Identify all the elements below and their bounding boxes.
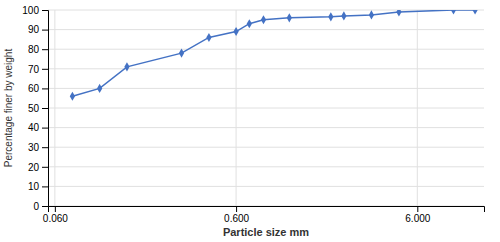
axis-line <box>42 11 49 207</box>
tick-label: 0 <box>33 201 39 212</box>
tick: 20 <box>28 162 48 173</box>
point <box>369 10 374 19</box>
point <box>472 10 477 15</box>
tick-mark <box>42 49 48 50</box>
tick-mark <box>42 167 48 168</box>
grid-line <box>48 68 484 69</box>
line <box>72 10 475 96</box>
tick-mark <box>417 206 418 212</box>
tick-mark <box>42 128 48 129</box>
tick-label: 90 <box>28 24 40 35</box>
point <box>70 92 75 101</box>
tick-mark <box>42 108 48 109</box>
tick-label: 0.600 <box>224 213 249 224</box>
grid-line <box>48 29 484 30</box>
point <box>206 33 211 42</box>
tick-label: 70 <box>28 64 40 75</box>
series <box>70 10 478 101</box>
grid-line <box>236 10 237 206</box>
tick-label: 30 <box>28 142 40 153</box>
axis-line <box>49 207 485 213</box>
tick-label: 20 <box>28 162 40 173</box>
plot: 0.060 0.600 6.000 0 10 20 30 40 50 60 70 80 90 100 <box>22 5 484 224</box>
tick: 0 <box>33 201 48 212</box>
tick: 30 <box>28 142 48 153</box>
tick-mark <box>42 147 48 148</box>
tick-mark <box>42 186 48 187</box>
point <box>179 49 184 58</box>
tick: 50 <box>28 103 48 114</box>
point <box>124 62 129 71</box>
point <box>341 11 346 20</box>
chart: 0.060 0.600 6.000 0 10 20 30 40 50 60 70 80 90 100 Par… <box>0 0 500 242</box>
grid-line <box>48 108 484 109</box>
x-axis: 0.060 0.600 6.000 <box>43 206 485 224</box>
point <box>247 19 252 28</box>
tick: 40 <box>28 122 48 133</box>
tick: 10 <box>28 181 48 192</box>
tick: 6.000 <box>405 206 430 224</box>
tick-mark <box>236 206 237 212</box>
tick-mark <box>42 69 48 70</box>
tick-mark <box>55 206 56 212</box>
grid-line <box>48 49 484 50</box>
tick: 60 <box>28 83 48 94</box>
grid-line <box>48 88 484 89</box>
tick-label: 6.000 <box>405 213 430 224</box>
tick: 0.060 <box>43 206 68 224</box>
tick-label: 100 <box>22 5 39 16</box>
y-axis: 0 10 20 30 40 50 60 70 80 90 100 <box>22 5 48 212</box>
tick-mark <box>42 30 48 31</box>
tick: 100 <box>22 5 48 16</box>
grid <box>48 10 484 206</box>
point <box>396 10 401 17</box>
grid-line <box>48 127 484 128</box>
tick-mark <box>42 10 48 11</box>
point <box>451 10 456 15</box>
tick-mark <box>42 88 48 89</box>
point <box>233 27 238 36</box>
tick-mark <box>42 206 48 207</box>
grid-line <box>48 166 484 167</box>
tick-label: 40 <box>28 122 40 133</box>
tick: 70 <box>28 64 48 75</box>
tick: 90 <box>28 24 48 35</box>
tick: 0.600 <box>224 206 249 224</box>
y-axis-title: Percentage finer by weight <box>3 49 14 168</box>
tick-label: 50 <box>28 103 40 114</box>
point <box>261 15 266 24</box>
tick-label: 10 <box>28 181 40 192</box>
grid-line <box>417 10 418 206</box>
point <box>287 13 292 22</box>
tick-label: 60 <box>28 83 40 94</box>
point <box>97 84 102 93</box>
tick: 80 <box>28 44 48 55</box>
x-axis-title: Particle size mm <box>223 226 309 238</box>
grid-line <box>48 10 484 11</box>
point <box>328 12 333 21</box>
grid-line <box>48 186 484 187</box>
tick-label: 80 <box>28 44 40 55</box>
grid-line <box>54 10 55 206</box>
grid-line <box>48 147 484 148</box>
tick-label: 0.060 <box>43 213 68 224</box>
